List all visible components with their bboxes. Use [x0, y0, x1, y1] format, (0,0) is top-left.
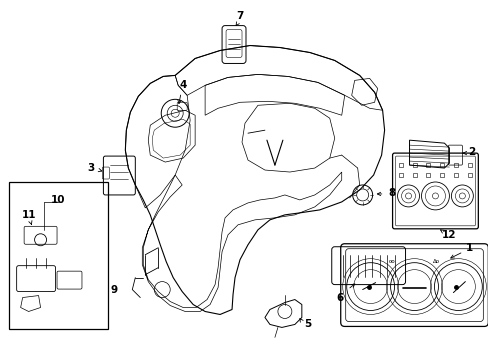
Text: 8: 8 — [387, 188, 394, 198]
Text: 3: 3 — [87, 163, 94, 173]
Text: 4: 4 — [179, 80, 186, 90]
Text: 5: 5 — [304, 319, 311, 329]
Text: 6: 6 — [335, 293, 343, 302]
Text: 2: 2 — [467, 147, 474, 157]
Text: 10: 10 — [51, 195, 66, 205]
Text: 7: 7 — [236, 11, 243, 21]
Text: oo: oo — [388, 259, 395, 264]
Bar — [9, 182, 108, 329]
Text: 11: 11 — [21, 210, 36, 220]
Text: Δo: Δo — [432, 259, 439, 264]
Text: 12: 12 — [441, 230, 456, 240]
Text: 1: 1 — [465, 243, 472, 253]
Text: 9: 9 — [111, 284, 118, 294]
